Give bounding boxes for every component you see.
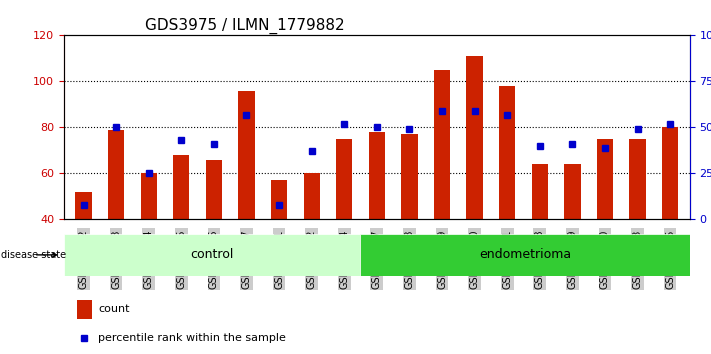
Bar bbox=[466, 56, 483, 219]
Bar bbox=[629, 139, 646, 219]
Bar bbox=[141, 173, 157, 219]
Bar bbox=[401, 134, 417, 219]
Bar bbox=[205, 160, 222, 219]
FancyBboxPatch shape bbox=[360, 234, 690, 276]
Text: disease state: disease state bbox=[1, 250, 66, 260]
Bar bbox=[434, 70, 450, 219]
Text: GDS3975 / ILMN_1779882: GDS3975 / ILMN_1779882 bbox=[145, 18, 345, 34]
Bar bbox=[565, 164, 580, 219]
Bar bbox=[499, 86, 515, 219]
Bar bbox=[75, 192, 92, 219]
Bar bbox=[173, 155, 189, 219]
Bar bbox=[108, 130, 124, 219]
Bar bbox=[597, 139, 613, 219]
Bar bbox=[662, 127, 678, 219]
Bar bbox=[238, 91, 255, 219]
Text: percentile rank within the sample: percentile rank within the sample bbox=[98, 333, 287, 343]
Bar bbox=[304, 173, 320, 219]
Bar bbox=[369, 132, 385, 219]
Bar bbox=[77, 300, 92, 319]
Text: count: count bbox=[98, 304, 130, 314]
FancyBboxPatch shape bbox=[64, 234, 360, 276]
Bar bbox=[336, 139, 353, 219]
Text: control: control bbox=[191, 249, 234, 261]
Text: endometrioma: endometrioma bbox=[479, 249, 571, 261]
Bar bbox=[532, 164, 548, 219]
Bar bbox=[271, 181, 287, 219]
